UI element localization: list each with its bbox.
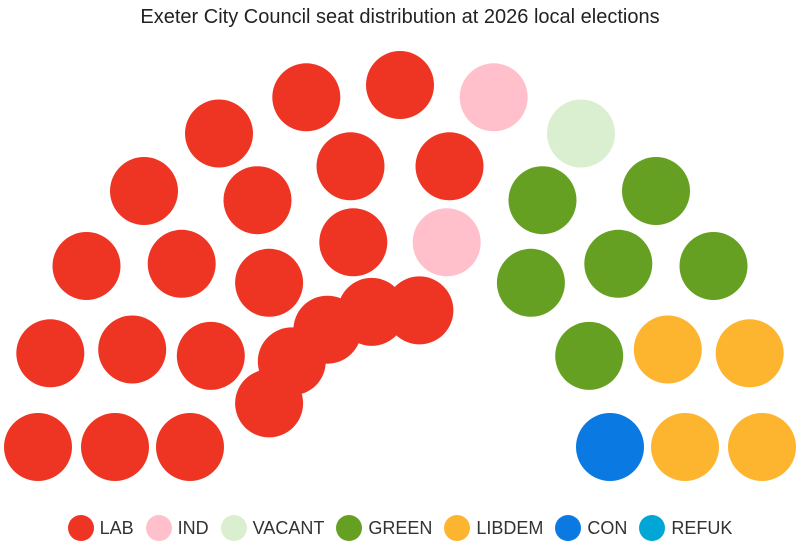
legend-swatch-refuk: [639, 515, 666, 541]
legend-swatch-ind: [145, 515, 172, 541]
legend-label-vacant: VACANT: [252, 517, 325, 538]
seat-green-27: [622, 157, 690, 225]
legend-item-lab: LAB: [67, 515, 134, 541]
legend-swatch-lab: [67, 515, 94, 541]
seat-lab-6: [176, 321, 245, 390]
seat-ind-22: [412, 208, 481, 277]
seat-libdem-32: [715, 319, 784, 388]
seat-lab-1: [81, 413, 149, 481]
seat-lab-18: [316, 132, 385, 201]
legend-item-ind: IND: [145, 515, 209, 541]
seat-lab-15: [272, 63, 341, 132]
seat-con-35: [576, 413, 644, 481]
seat-lab-13: [185, 99, 253, 168]
legend: LAB IND VACANT GREEN LIBDEM CON REFUK: [0, 512, 800, 544]
legend-swatch-libdem: [444, 515, 471, 541]
seat-lab-11: [235, 248, 304, 317]
legend-label-green: GREEN: [368, 517, 433, 538]
seat-lab-21: [415, 132, 484, 201]
legend-item-vacant: VACANT: [220, 515, 325, 541]
legend-label-lab: LAB: [99, 517, 134, 538]
seat-lab-7: [52, 232, 121, 300]
legend-label-refuk: REFUK: [671, 517, 733, 538]
seat-libdem-31: [633, 315, 702, 384]
seat-green-28: [584, 229, 653, 298]
seat-lab-14: [223, 166, 292, 235]
legend-swatch-green: [336, 515, 363, 541]
seat-lab-5: [98, 315, 167, 384]
seat-green-29: [679, 232, 748, 300]
seat-lab-16: [319, 208, 388, 277]
legend-label-libdem: LIBDEM: [476, 517, 544, 538]
seat-lab-3: [16, 319, 85, 388]
legend-item-libdem: LIBDEM: [444, 515, 543, 541]
seat-lab-10: [110, 157, 178, 225]
legend-item-con: CON: [555, 515, 627, 541]
legend-label-ind: IND: [177, 517, 209, 538]
seat-green-30: [555, 321, 624, 390]
legend-swatch-con: [555, 515, 582, 541]
seat-lab-19: [366, 51, 434, 119]
legend-swatch-vacant: [220, 515, 247, 541]
chart-title: Exeter City Council seat distribution at…: [140, 6, 660, 28]
legend-item-green: GREEN: [336, 515, 432, 541]
seat-lab-0: [4, 413, 72, 481]
seat-libdem-34: [651, 413, 719, 481]
seat-green-26: [496, 248, 565, 317]
seat-green-25: [508, 166, 577, 235]
seat-libdem-33: [728, 413, 796, 481]
seat-lab-20: [385, 276, 454, 345]
seat-lab-2: [156, 413, 224, 481]
legend-label-con: CON: [587, 517, 628, 538]
seat-vacant-24: [547, 99, 615, 168]
seat-lab-17: [337, 277, 406, 346]
legend-item-refuk: REFUK: [639, 515, 732, 541]
seat-ind-23: [459, 63, 528, 132]
seat-lab-9: [147, 229, 216, 298]
